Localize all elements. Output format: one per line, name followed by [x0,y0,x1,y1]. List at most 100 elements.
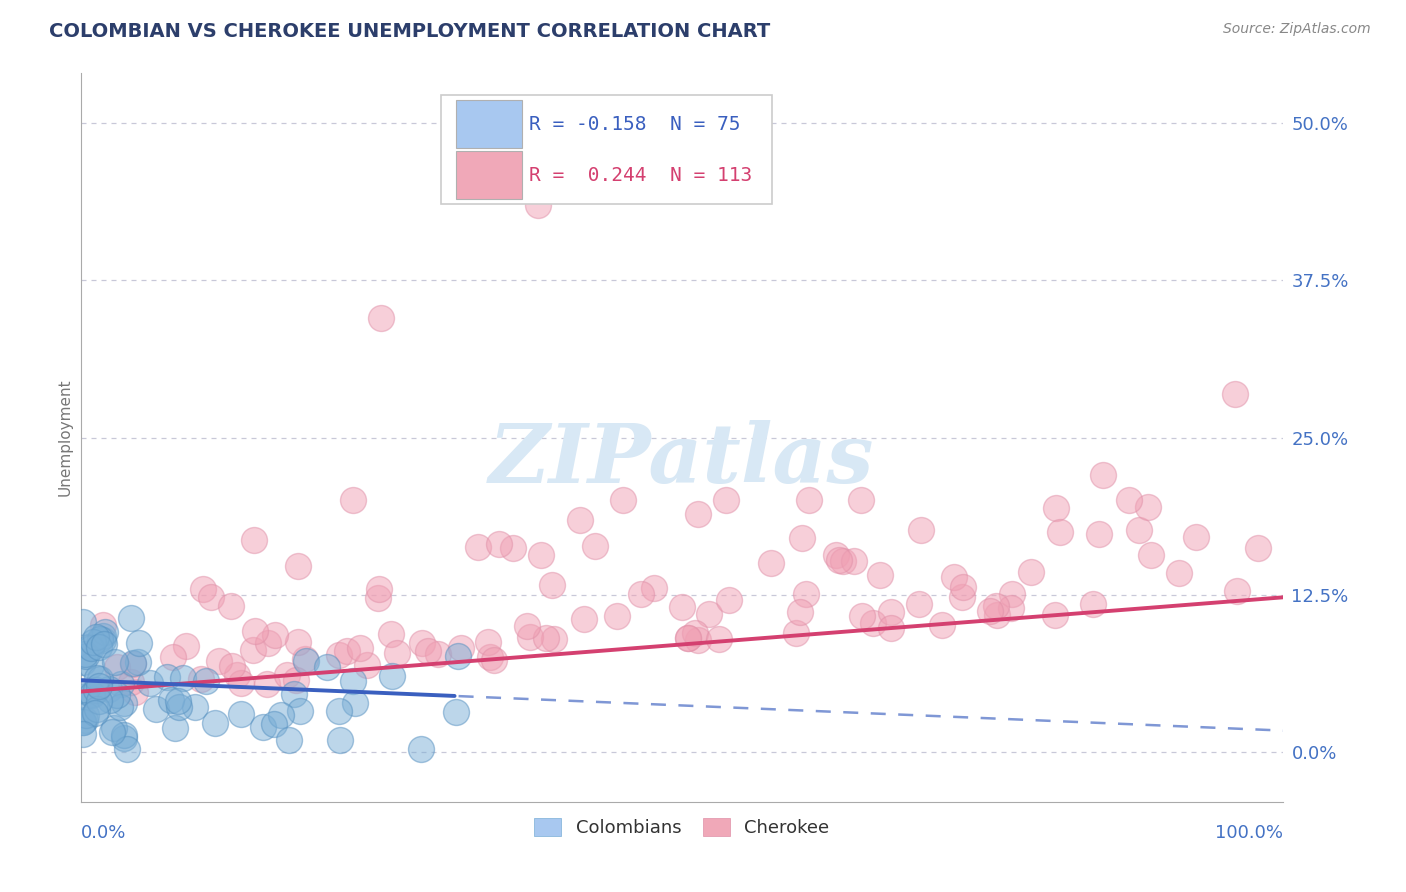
Point [72,715,94,730]
Point [194,674,217,689]
Point [789,605,811,619]
Point [676,631,699,645]
Point [172,671,194,685]
Point [184,699,207,714]
Point [952,580,974,594]
Point [910,523,932,537]
Point [979,604,1001,618]
Point [380,626,402,640]
Point [880,605,903,619]
Point [467,541,489,555]
Point [688,632,710,647]
Point [516,619,538,633]
Point [328,704,350,718]
Point [367,582,389,597]
Point [1043,607,1066,622]
Point [482,653,505,667]
Point [128,635,150,649]
FancyBboxPatch shape [456,100,522,148]
Point [1000,600,1022,615]
Point [86,672,108,686]
Point [630,587,652,601]
Point [1128,523,1150,537]
Point [101,724,124,739]
Point [477,635,499,649]
Text: 100.0%: 100.0% [1215,824,1284,842]
Point [426,647,449,661]
Point [191,582,214,597]
Point [1019,565,1042,579]
Point [159,693,181,707]
Point [418,644,440,658]
Point [121,657,143,672]
Point [943,570,966,584]
Point [112,728,135,742]
Point [93,633,115,648]
Point [89,632,111,646]
Point [91,618,114,632]
Text: 0.0%: 0.0% [80,824,127,842]
Point [370,311,392,326]
Point [387,646,409,660]
Point [89,693,111,707]
Point [89,672,111,686]
Point [450,640,472,655]
Point [229,707,252,722]
Point [105,660,128,674]
Point [73,647,96,661]
Point [79,658,101,673]
Point [89,679,111,693]
Text: ZIPatlas: ZIPatlas [489,419,875,500]
Point [880,621,903,635]
Point [526,198,548,212]
Point [93,625,115,640]
Point [862,616,884,631]
Point [479,649,502,664]
Point [105,688,128,702]
Point [165,721,187,735]
Point [263,717,285,731]
Point [569,513,592,527]
Point [169,700,191,714]
Point [686,508,709,522]
Point [120,674,142,689]
Point [1139,548,1161,562]
Point [717,592,740,607]
Text: R =  0.244  N = 113: R = 0.244 N = 113 [529,166,752,185]
Point [328,648,350,663]
Point [127,655,149,669]
Point [534,631,557,645]
Point [256,677,278,691]
Point [84,631,107,645]
Point [270,707,292,722]
Point [283,687,305,701]
Point [139,675,162,690]
Point [73,713,96,727]
Text: R = -0.158  N = 75: R = -0.158 N = 75 [529,114,741,134]
Point [986,607,1008,622]
Point [1137,500,1160,514]
Point [1088,527,1111,541]
Point [612,493,634,508]
Point [80,641,103,656]
Point [110,676,132,690]
Point [72,615,94,630]
Point [285,673,308,687]
Point [1167,566,1189,580]
Point [252,720,274,734]
Point [950,590,973,604]
Point [842,553,865,567]
Point [98,693,121,707]
Point [93,637,115,651]
Text: COLOMBIAN VS CHEROKEE UNEMPLOYMENT CORRELATION CHART: COLOMBIAN VS CHEROKEE UNEMPLOYMENT CORRE… [49,22,770,41]
Point [84,683,107,698]
Point [907,598,929,612]
Point [75,708,97,723]
Point [541,578,564,592]
Point [794,587,817,601]
Point [643,582,665,596]
Point [75,689,97,703]
Point [828,553,851,567]
Point [287,635,309,649]
Point [87,640,110,655]
